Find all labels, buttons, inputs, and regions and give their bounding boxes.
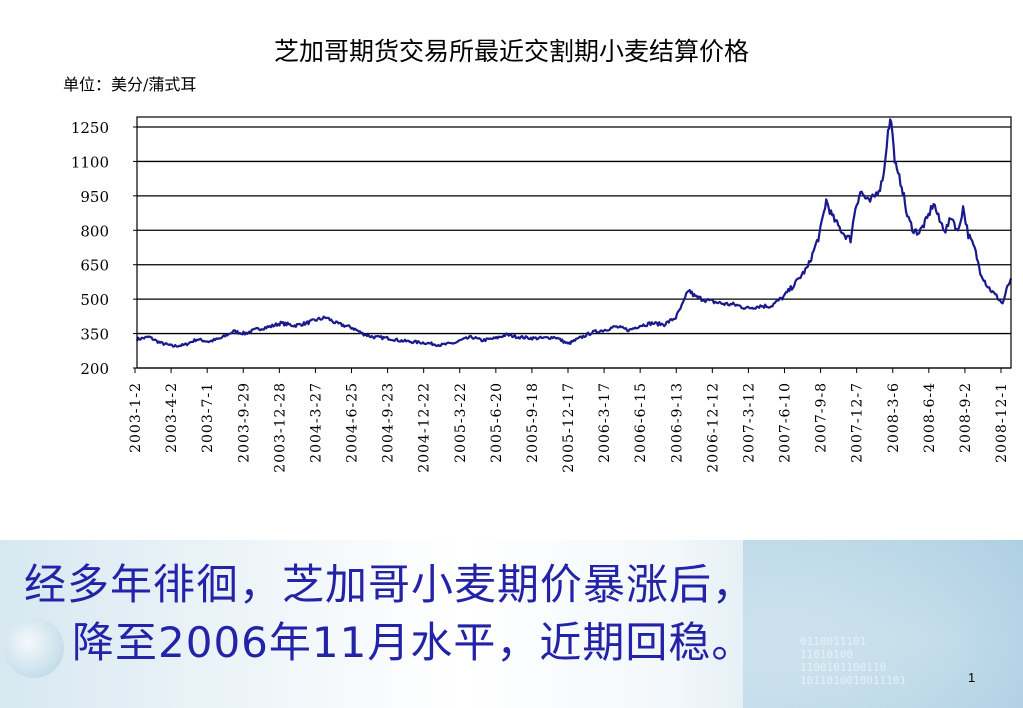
x-tick-label: 2003-12-28 (272, 382, 288, 473)
y-tick-label: 800 (80, 222, 109, 240)
y-tick-label: 950 (80, 188, 109, 206)
e-logo-icon (4, 618, 64, 678)
x-tick-label: 2004-12-22 (417, 382, 433, 473)
x-tick-label: 2005-3-22 (453, 382, 469, 463)
plot-border (136, 116, 1012, 369)
x-tick-label: 2006-12-12 (705, 382, 721, 473)
y-tick-label: 650 (80, 257, 109, 275)
x-tick-label: 2004-3-27 (308, 382, 324, 463)
x-tick-label: 2005-12-17 (561, 382, 577, 473)
x-tick-label: 2008-3-6 (886, 382, 902, 453)
y-tick-labels: 1250 1100 950 800 650 500 350 200 (71, 119, 109, 378)
y-tick-label: 500 (80, 291, 109, 309)
y-tick-label: 1100 (71, 153, 109, 171)
series-layer (135, 118, 1013, 348)
x-tick-labels: 2003-1-2 2003-4-2 2003-7-1 2003-9-29 2003-12… (128, 368, 1010, 473)
x-tick-label: 2003-9-29 (236, 382, 252, 463)
footer-glow (743, 540, 1023, 708)
x-tick-label: 2006-9-13 (669, 382, 685, 463)
x-tick-label: 2003-4-2 (164, 382, 180, 453)
x-tick-label: 2005-6-20 (489, 382, 505, 463)
x-tick-label: 2008-9-2 (958, 382, 974, 453)
x-tick-label: 2006-3-17 (597, 382, 613, 463)
x-tick-label: 2007-12-7 (850, 382, 866, 463)
wheat-price-line (135, 118, 1013, 348)
x-tick-label: 2003-7-1 (200, 382, 216, 453)
caption-line-2: 降至2006年11月水平，近期回稳。 (72, 618, 755, 667)
x-tick-label: 2004-9-23 (381, 382, 397, 463)
x-tick-label: 2005-9-18 (525, 382, 541, 463)
x-tick-label: 2003-1-2 (128, 382, 144, 453)
chart-title: 芝加哥期货交易所最近交割期小麦结算价格 (273, 37, 749, 66)
y-tick-label: 200 (80, 360, 109, 378)
x-tick-label: 2007-3-12 (741, 382, 757, 463)
x-tick-label: 2008-12-1 (994, 382, 1010, 463)
x-tick-label: 2008-6-4 (922, 382, 938, 453)
x-tick-label: 2007-6-10 (778, 382, 794, 463)
binary-decoration: 0110011101 11010100 1100101100110 101101… (800, 635, 906, 687)
x-tick-label: 2007-9-8 (814, 382, 830, 453)
grid-layer (133, 126, 1011, 369)
y-tick-label: 350 (80, 326, 109, 344)
caption-line-1: 经多年徘徊，芝加哥小麦期价暴涨后， (24, 560, 756, 609)
page-number: 1 (968, 670, 976, 685)
x-tick-label: 2006-6-15 (633, 382, 649, 463)
caption: 经多年徘徊，芝加哥小麦期价暴涨后， 降至2006年11月水平，近期回稳。 (24, 556, 755, 672)
y-tick-label: 1250 (71, 119, 109, 137)
footer-background: 0110011101 11010100 1100101100110 101101… (0, 540, 1023, 708)
unit-label: 单位：美分/蒲式耳 (63, 75, 197, 94)
x-tick-label: 2004-6-25 (345, 382, 361, 463)
